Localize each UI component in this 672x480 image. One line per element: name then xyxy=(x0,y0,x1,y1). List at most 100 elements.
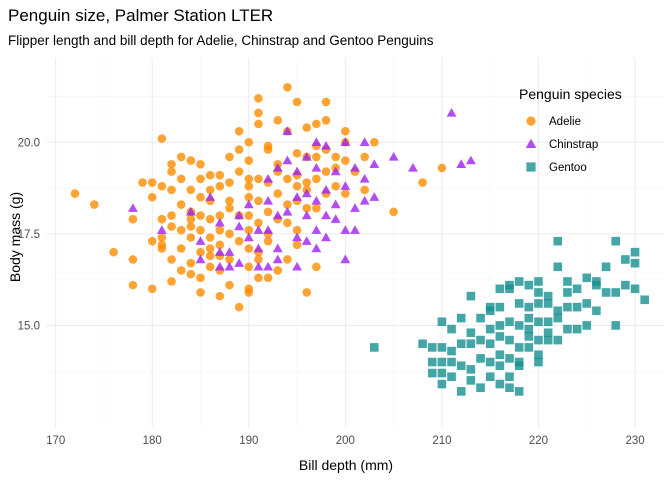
y-tick-label: 15.0 xyxy=(18,320,40,332)
chinstrap-point xyxy=(253,243,264,253)
chinstrap-point xyxy=(253,261,264,271)
adelie-point xyxy=(244,262,254,272)
gentoo-point xyxy=(427,368,437,378)
gentoo-point xyxy=(505,383,514,393)
adelie-point xyxy=(273,189,283,198)
chinstrap-point xyxy=(340,225,351,234)
gentoo-point xyxy=(505,335,514,345)
adelie-point xyxy=(225,203,234,213)
adelie-point xyxy=(186,222,196,231)
x-tick-label: 220 xyxy=(529,435,548,447)
gentoo-point xyxy=(466,376,476,385)
adelie-point xyxy=(215,170,225,180)
adelie-point xyxy=(273,266,283,275)
chinstrap-point xyxy=(263,261,274,271)
chinstrap-point xyxy=(156,225,167,234)
gentoo-point xyxy=(524,302,534,312)
gentoo-point xyxy=(476,335,485,345)
gentoo-point xyxy=(437,368,447,378)
chinstrap-point xyxy=(263,225,274,234)
chinstrap-point xyxy=(224,247,235,256)
gentoo-point xyxy=(534,335,543,345)
adelie-point xyxy=(321,167,331,176)
adelie-point xyxy=(341,126,350,136)
gentoo-point xyxy=(534,317,543,327)
chinstrap-point xyxy=(272,210,283,220)
gentoo-point xyxy=(514,361,524,371)
adelie-point xyxy=(302,288,312,297)
chinstrap-point xyxy=(340,181,351,190)
gentoo-point xyxy=(370,343,379,352)
gentoo-point xyxy=(630,258,640,268)
gentoo-point xyxy=(534,299,543,308)
adelie-point xyxy=(341,189,350,198)
gentoo-point xyxy=(495,332,505,341)
chinstrap-point xyxy=(195,254,206,264)
adelie-point xyxy=(196,159,205,169)
chinstrap-point xyxy=(350,203,360,212)
adelie-point xyxy=(196,174,205,184)
adelie-point xyxy=(147,178,157,187)
chinstrap-point xyxy=(340,254,351,264)
chinstrap-point xyxy=(321,232,331,242)
x-tick-label: 190 xyxy=(239,435,258,447)
adelie-point xyxy=(196,225,205,235)
gentoo-point xyxy=(534,277,543,286)
adelie-point xyxy=(283,83,292,92)
adelie-point xyxy=(215,291,225,301)
legend-item-chinstrap: Chinstrap xyxy=(525,138,598,151)
adelie-point xyxy=(244,181,254,191)
adelie-point xyxy=(225,152,234,162)
legend-chinstrap-marker xyxy=(525,138,537,148)
chinstrap-point xyxy=(243,232,254,242)
adelie-point xyxy=(157,233,167,242)
adelie-point xyxy=(186,269,196,279)
adelie-point xyxy=(292,97,302,107)
gentoo-point xyxy=(437,379,447,389)
y-tick-label: 17.5 xyxy=(18,229,40,241)
adelie-point xyxy=(196,273,205,283)
gentoo-point xyxy=(447,357,456,367)
gentoo-point xyxy=(495,361,505,371)
chinstrap-point xyxy=(301,151,312,161)
chinstrap-point xyxy=(388,151,399,161)
adelie-point xyxy=(70,189,80,198)
adelie-point xyxy=(263,236,273,246)
adelie-point xyxy=(167,255,176,264)
gentoo-point xyxy=(437,343,447,352)
legend-item-adelie: Adelie xyxy=(526,116,581,128)
adelie-point xyxy=(196,247,205,257)
chinstrap-point xyxy=(263,173,274,183)
chinstrap-point xyxy=(127,203,138,212)
chinstrap-point xyxy=(311,195,322,205)
adelie-point xyxy=(312,152,321,162)
adelie-point xyxy=(215,240,225,250)
chinstrap-point xyxy=(446,108,457,117)
chinstrap-point xyxy=(465,155,476,165)
adelie-point xyxy=(176,266,186,275)
adelie-point xyxy=(225,280,234,290)
chinstrap-point xyxy=(292,166,303,176)
adelie-point xyxy=(147,236,157,246)
series-gentoo xyxy=(370,236,649,396)
adelie-point xyxy=(167,211,176,220)
adelie-point xyxy=(292,181,302,191)
chinstrap-point xyxy=(330,214,341,223)
adelie-point xyxy=(167,185,176,195)
adelie-point xyxy=(234,302,244,312)
gentoo-point xyxy=(485,324,495,334)
adelie-point xyxy=(225,229,234,239)
chinstrap-point xyxy=(321,184,331,194)
adelie-point xyxy=(196,211,205,220)
adelie-point xyxy=(273,115,283,125)
gentoo-point xyxy=(563,288,572,297)
gentoo-point xyxy=(601,288,611,297)
gentoo-point xyxy=(524,332,534,341)
adelie-point xyxy=(292,240,302,250)
gentoo-point xyxy=(495,321,505,330)
x-tick-label: 180 xyxy=(143,435,162,447)
adelie-point xyxy=(331,181,340,191)
adelie-point xyxy=(244,244,254,253)
chinstrap-point xyxy=(195,236,206,245)
adelie-point xyxy=(254,93,263,103)
